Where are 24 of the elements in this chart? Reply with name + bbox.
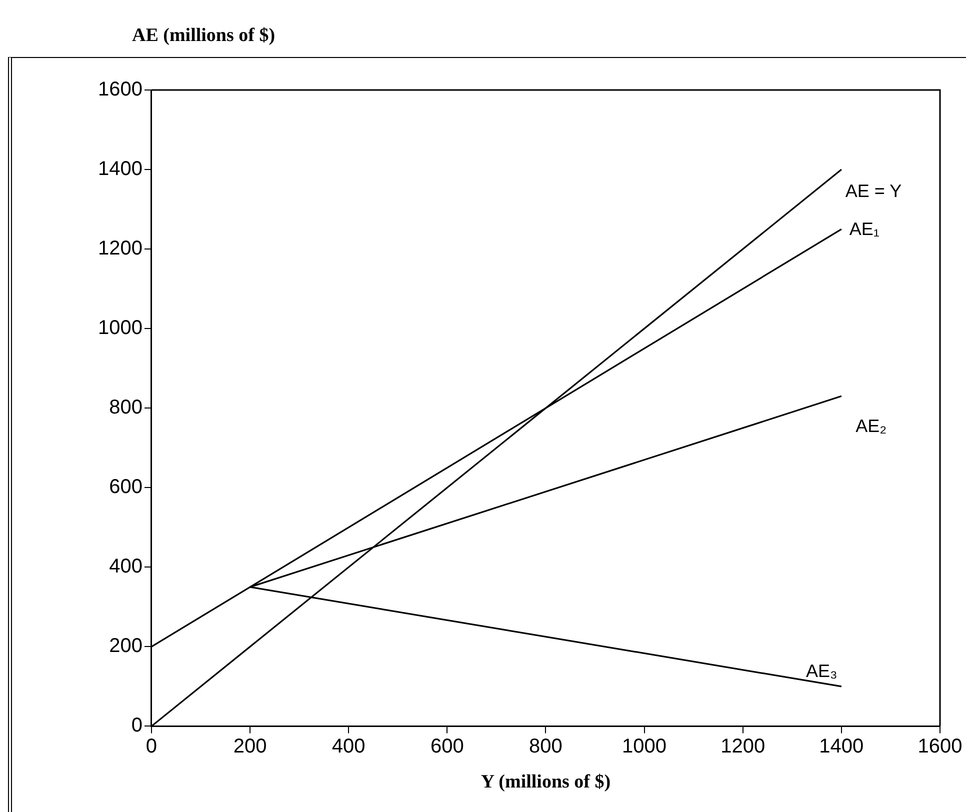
series-label: AE₃ bbox=[806, 661, 838, 682]
y-tick-label: 400 bbox=[109, 556, 142, 578]
x-tick-label: 200 bbox=[233, 736, 267, 758]
x-tick-label: 800 bbox=[529, 736, 562, 758]
y-tick-label: 200 bbox=[109, 635, 142, 658]
x-tick-label: 1200 bbox=[720, 736, 766, 758]
y-tick-label: 0 bbox=[131, 714, 142, 737]
x-axis-title: Y (millions of $) bbox=[480, 772, 611, 793]
x-tick-label: 1400 bbox=[819, 736, 864, 758]
x-tick-label: 0 bbox=[146, 736, 158, 758]
series-label: AE = Y bbox=[845, 180, 902, 201]
y-tick-label: 1200 bbox=[98, 238, 142, 260]
y-tick-label: 800 bbox=[109, 396, 142, 419]
y-tick-label: 1000 bbox=[98, 317, 142, 340]
y-tick-label: 600 bbox=[109, 476, 142, 498]
series-label: AE₂ bbox=[856, 416, 887, 436]
series-label: AE₁ bbox=[849, 218, 880, 239]
y-tick-label: 1400 bbox=[98, 158, 142, 180]
x-tick-label: 400 bbox=[332, 736, 366, 758]
x-tick-label: 1600 bbox=[918, 736, 962, 758]
x-tick-label: 600 bbox=[430, 736, 464, 758]
y-axis-title: AE (millions of $) bbox=[132, 24, 276, 46]
x-tick-label: 1000 bbox=[622, 736, 667, 758]
y-tick-label: 1600 bbox=[98, 78, 142, 101]
